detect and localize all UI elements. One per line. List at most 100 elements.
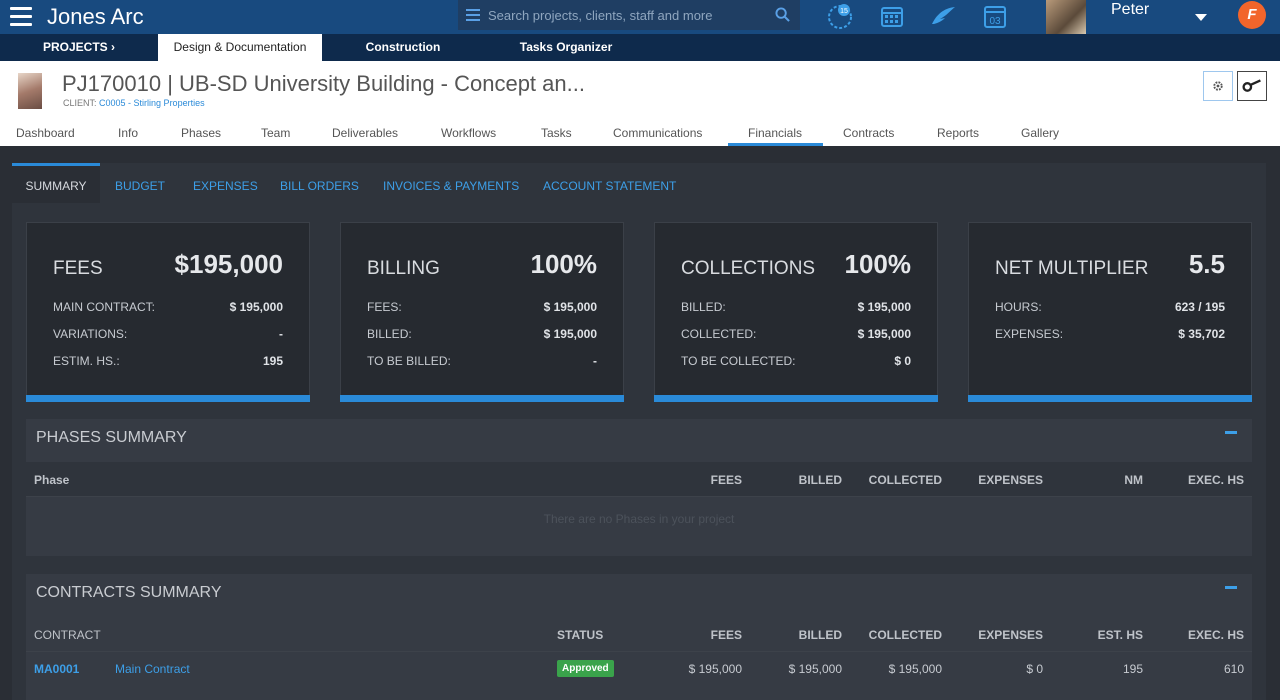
col-est-hs[interactable]: EST. HS bbox=[1097, 628, 1143, 642]
search-input[interactable] bbox=[488, 5, 768, 25]
user-name[interactable]: Peter bbox=[1111, 1, 1150, 18]
col-expenses[interactable]: EXPENSES bbox=[978, 628, 1043, 642]
card-row-value: 195 bbox=[262, 354, 283, 368]
col-contract[interactable]: CONTRACT bbox=[34, 628, 101, 642]
card-row-label: VARIATIONS: bbox=[53, 327, 128, 341]
timer-icon[interactable]: 15 bbox=[825, 2, 855, 30]
row-collected: $ 195,000 bbox=[888, 662, 942, 676]
calendar-grid-icon[interactable] bbox=[877, 2, 907, 30]
col-phase[interactable]: Phase bbox=[34, 473, 70, 487]
nav-deliverables[interactable]: Deliverables bbox=[332, 126, 399, 140]
card-row-label: COLLECTED: bbox=[681, 327, 757, 341]
card-row: HOURS: 623 / 195 bbox=[995, 300, 1225, 314]
calendar-day-icon[interactable]: 03 bbox=[980, 2, 1010, 30]
contracts-collapse-icon[interactable] bbox=[1225, 586, 1237, 589]
page-title: PJ170010 | UB-SD University Building - C… bbox=[62, 71, 585, 96]
col-fees[interactable]: FEES bbox=[710, 628, 742, 642]
notification-icon[interactable]: F bbox=[1238, 1, 1266, 29]
nav-financials[interactable]: Financials bbox=[748, 126, 803, 140]
nav-gallery[interactable]: Gallery bbox=[1021, 126, 1060, 140]
nav-communications[interactable]: Communications bbox=[613, 126, 703, 140]
col-billed[interactable]: BILLED bbox=[798, 628, 842, 642]
card-row: FEES: $ 195,000 bbox=[367, 300, 597, 314]
nav-reports[interactable]: Reports bbox=[937, 126, 980, 140]
contracts-table-header: CONTRACT STATUS FEES BILLED COLLECTED EX… bbox=[26, 617, 1252, 652]
card-row: TO BE BILLED: - bbox=[367, 354, 597, 368]
collections-card-percent: 100% bbox=[844, 249, 912, 279]
financials-subtabs: SUMMARY BUDGET EXPENSES BILL ORDERS INVO… bbox=[12, 163, 1266, 203]
top-bar: Jones Arc 15 03 Peter F bbox=[0, 0, 1280, 34]
search-menu-icon[interactable] bbox=[466, 9, 480, 24]
net-multiplier-card-value: 5.5 bbox=[1188, 249, 1225, 279]
nav-workflows[interactable]: Workflows bbox=[441, 126, 497, 140]
card-row-value: - bbox=[279, 327, 283, 341]
col-status[interactable]: STATUS bbox=[557, 628, 604, 642]
card-accent-bar bbox=[654, 395, 938, 402]
col-collected[interactable]: COLLECTED bbox=[868, 628, 942, 642]
card-row-label: TO BE COLLECTED: bbox=[681, 354, 796, 368]
phases-empty-message: There are no Phases in your project bbox=[543, 512, 735, 526]
search-icon[interactable] bbox=[775, 7, 790, 22]
contracts-summary-title: CONTRACTS SUMMARY bbox=[36, 584, 222, 601]
user-menu-caret-icon[interactable] bbox=[1195, 14, 1207, 21]
project-tabs-bar: PROJECTS › Design & Documentation Constr… bbox=[0, 34, 1280, 61]
search-box bbox=[458, 0, 800, 30]
client-line: CLIENT: C0005 - Stirling Properties bbox=[63, 98, 205, 108]
col-exec-hs[interactable]: EXEC. HS bbox=[1187, 473, 1244, 487]
row-est-hs: 195 bbox=[1122, 662, 1143, 676]
tab-tasks-organizer[interactable]: Tasks Organizer bbox=[519, 40, 613, 54]
tab-design-documentation[interactable]: Design & Documentation bbox=[158, 34, 322, 61]
subtab-account-statement[interactable]: ACCOUNT STATEMENT bbox=[543, 179, 677, 193]
card-row-label: HOURS: bbox=[995, 300, 1042, 314]
active-nav-indicator bbox=[728, 143, 823, 146]
col-nm[interactable]: NM bbox=[1124, 473, 1143, 487]
settings-button[interactable] bbox=[1203, 71, 1233, 101]
col-fees[interactable]: FEES bbox=[710, 473, 742, 487]
subtab-expenses[interactable]: EXPENSES bbox=[193, 179, 258, 193]
brand-name[interactable]: Jones Arc bbox=[47, 4, 144, 29]
collections-card-title: COLLECTIONS bbox=[681, 258, 816, 279]
col-collected[interactable]: COLLECTED bbox=[868, 473, 942, 487]
subtab-invoices-payments[interactable]: INVOICES & PAYMENTS bbox=[383, 179, 520, 193]
nav-phases[interactable]: Phases bbox=[181, 126, 222, 140]
contract-code-link[interactable]: MA0001 bbox=[34, 662, 80, 676]
projects-menu-tab[interactable]: PROJECTS › bbox=[0, 34, 158, 61]
card-row: BILLED: $ 195,000 bbox=[681, 300, 911, 314]
access-key-button[interactable] bbox=[1237, 71, 1267, 101]
phases-summary-section: PHASES SUMMARY Phase FEES BILLED COLLECT… bbox=[26, 419, 1252, 556]
nav-tasks[interactable]: Tasks bbox=[541, 126, 572, 140]
card-accent-bar bbox=[26, 395, 310, 402]
card-accent-bar bbox=[340, 395, 624, 402]
nav-team[interactable]: Team bbox=[261, 126, 291, 140]
card-row-value: 623 / 195 bbox=[1174, 300, 1225, 314]
subtab-budget[interactable]: BUDGET bbox=[115, 179, 166, 193]
col-exec-hs[interactable]: EXEC. HS bbox=[1187, 628, 1244, 642]
phases-table-header: Phase FEES BILLED COLLECTED EXPENSES NM … bbox=[26, 462, 1252, 497]
financials-panel: SUMMARY BUDGET EXPENSES BILL ORDERS INVO… bbox=[12, 163, 1266, 700]
timer-badge: 15 bbox=[840, 8, 848, 15]
billing-card: BILLING 100% FEES: $ 195,000 BILLED: $ 195… bbox=[340, 222, 624, 402]
subtab-bill-orders[interactable]: BILL ORDERS bbox=[280, 179, 359, 193]
phases-collapse-icon[interactable] bbox=[1225, 431, 1237, 434]
row-billed: $ 195,000 bbox=[788, 662, 842, 676]
card-row-label: BILLED: bbox=[367, 327, 412, 341]
user-avatar[interactable] bbox=[1046, 0, 1086, 34]
client-link[interactable]: C0005 - Stirling Properties bbox=[99, 98, 205, 108]
nav-info[interactable]: Info bbox=[118, 126, 139, 140]
menu-icon[interactable] bbox=[10, 7, 32, 27]
contract-name-link[interactable]: Main Contract bbox=[115, 662, 190, 676]
project-thumbnail[interactable] bbox=[18, 73, 42, 109]
tab-construction[interactable]: Construction bbox=[365, 40, 441, 54]
col-billed[interactable]: BILLED bbox=[798, 473, 842, 487]
card-row: EXPENSES: $ 35,702 bbox=[995, 327, 1225, 341]
calendar-day-number: 03 bbox=[989, 16, 1001, 27]
nav-dashboard[interactable]: Dashboard bbox=[16, 126, 75, 140]
card-row-value: $ 35,702 bbox=[1178, 327, 1225, 341]
col-expenses[interactable]: EXPENSES bbox=[978, 473, 1043, 487]
card-row-label: MAIN CONTRACT: bbox=[53, 300, 155, 314]
nav-contracts[interactable]: Contracts bbox=[843, 126, 895, 140]
subtab-summary[interactable]: SUMMARY bbox=[12, 163, 100, 203]
quill-icon[interactable] bbox=[928, 2, 958, 30]
collections-card: COLLECTIONS 100% BILLED: $ 195,000 COLLEC… bbox=[654, 222, 938, 402]
card-row-label: EXPENSES: bbox=[995, 327, 1064, 341]
